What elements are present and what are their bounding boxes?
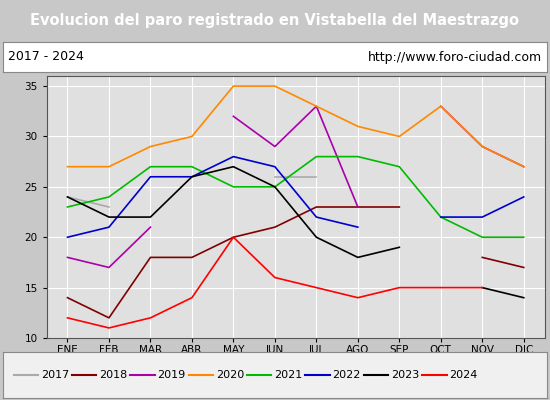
Text: 2024: 2024 bbox=[449, 370, 477, 380]
Text: 2017 - 2024: 2017 - 2024 bbox=[8, 50, 84, 64]
Text: 2023: 2023 bbox=[391, 370, 419, 380]
Text: 2022: 2022 bbox=[333, 370, 361, 380]
Text: http://www.foro-ciudad.com: http://www.foro-ciudad.com bbox=[368, 50, 542, 64]
Text: Evolucion del paro registrado en Vistabella del Maestrazgo: Evolucion del paro registrado en Vistabe… bbox=[30, 14, 520, 28]
Text: 2020: 2020 bbox=[216, 370, 244, 380]
Text: 2017: 2017 bbox=[41, 370, 69, 380]
Text: 2018: 2018 bbox=[99, 370, 128, 380]
Text: 2021: 2021 bbox=[274, 370, 302, 380]
Text: 2019: 2019 bbox=[157, 370, 186, 380]
